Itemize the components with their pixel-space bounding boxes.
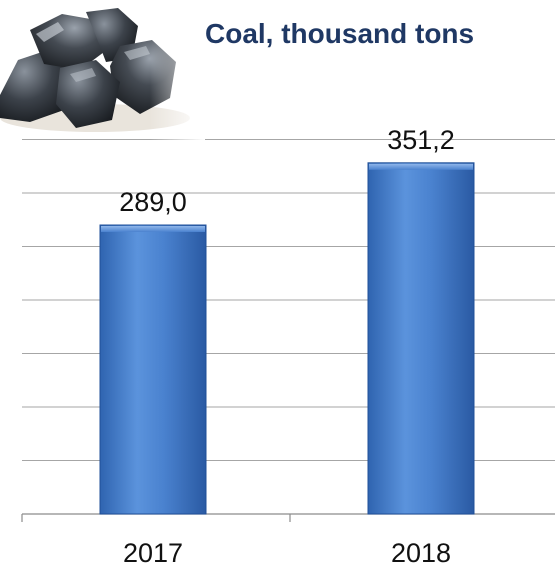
x-tick-labels: 2017 2018 bbox=[123, 538, 451, 568]
data-label-2018: 351,2 bbox=[387, 125, 455, 155]
chart-title: Coal, thousand tons bbox=[205, 18, 475, 49]
bars bbox=[99, 162, 475, 515]
x-axis bbox=[21, 513, 555, 522]
x-tick-label-2017: 2017 bbox=[123, 538, 183, 567]
data-label-2017: 289,0 bbox=[119, 187, 187, 217]
bar-highlight-2018 bbox=[369, 163, 473, 170]
coal-lumps-photo bbox=[0, 0, 205, 140]
bar-2018 bbox=[367, 162, 475, 515]
x-tick-label-2018: 2018 bbox=[391, 538, 451, 567]
bar-2017 bbox=[99, 224, 207, 515]
data-labels: 289,0 351,2 bbox=[119, 125, 455, 217]
bar-highlight-2017 bbox=[101, 226, 205, 232]
